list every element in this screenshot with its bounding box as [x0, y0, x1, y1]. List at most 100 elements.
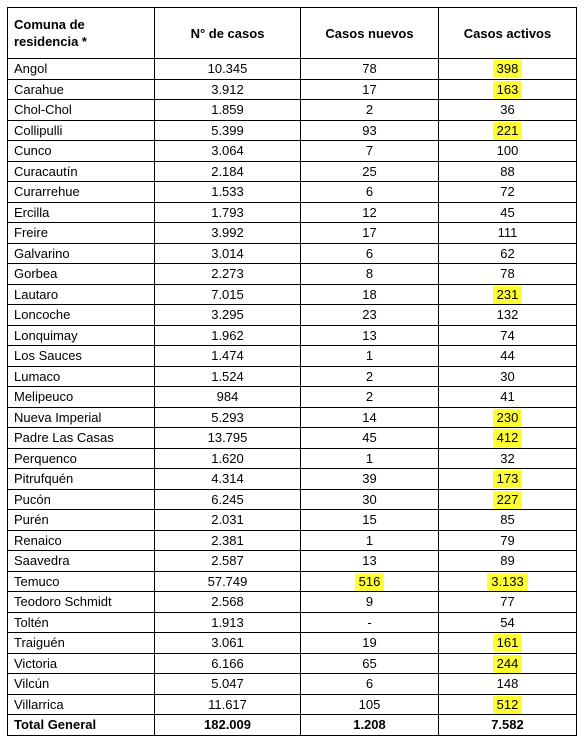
cell-nuevos-text: 1 [365, 450, 374, 466]
cell-nuevos-text: 12 [362, 204, 377, 220]
cell-casos-text: 1.859 [211, 102, 244, 117]
cell-casos-text: 984 [216, 389, 239, 404]
cell-comuna: Toltén [7, 611, 155, 633]
cell-casos-text: 2.568 [211, 594, 244, 609]
cell-comuna-text: Freire [14, 225, 48, 240]
cell-nuevos-text: 93 [362, 122, 377, 138]
cell-comuna-text: Ercilla [14, 204, 50, 220]
cell-nuevos: 12 [300, 201, 439, 223]
cell-activos: 78 [438, 263, 577, 285]
table-row: Freire 3.992 17 111 [7, 222, 577, 244]
table-row: Villarrica 11.617 105 512 [7, 693, 577, 715]
cell-nuevos: 13 [300, 324, 439, 346]
cell-activos-text: 32 [500, 450, 515, 466]
cell-casos-text: 4.314 [211, 471, 244, 486]
cell-casos: 2.273 [154, 263, 301, 285]
cell-activos: 36 [438, 99, 577, 121]
cell-nuevos: 516 [300, 570, 439, 592]
cell-activos: 32 [438, 447, 577, 469]
table-row: Saavedra 2.587 13 89 [7, 550, 577, 572]
header-row: Comuna de residencia * N° de casos Casos… [7, 7, 577, 59]
cell-activos: 111 [438, 222, 577, 244]
cell-comuna-text: Curacautín [14, 163, 78, 179]
cell-comuna: Lumaco [7, 365, 155, 387]
cell-casos-text: 3.061 [211, 635, 244, 650]
cell-nuevos-text: 1 [365, 532, 374, 548]
header-nuevos: Casos nuevos [300, 7, 439, 59]
table-body: Angol 10.345 78 398 Carahue 3.912 17 163 Chol-Ch… [7, 58, 577, 736]
table-row: Temuco 57.749 516 3.133 [7, 570, 577, 592]
cell-activos: 77 [438, 591, 577, 613]
cell-nuevos: 39 [300, 468, 439, 490]
cell-nuevos-text: 18 [362, 286, 377, 302]
cell-casos: 2.381 [154, 529, 301, 551]
table-row: Curacautín 2.184 25 88 [7, 160, 577, 182]
cell-comuna-text: Toltén [14, 614, 49, 630]
table-row: Curarrehue 1.533 6 72 [7, 181, 577, 203]
cell-nuevos: 14 [300, 406, 439, 428]
cell-activos-text: 79 [500, 532, 515, 548]
cell-nuevos-text: - [367, 614, 372, 630]
cell-casos: 1.524 [154, 365, 301, 387]
table-row: Ercilla 1.793 12 45 [7, 201, 577, 223]
cell-activos: 88 [438, 160, 577, 182]
cell-comuna-text: Teodoro Schmidt [14, 594, 112, 609]
cell-nuevos: 25 [300, 160, 439, 182]
cell-activos: 72 [438, 181, 577, 203]
cell-activos: 44 [438, 345, 577, 367]
cell-nuevos-text: 19 [362, 635, 377, 650]
cell-comuna-text: Villarrica [14, 696, 64, 712]
cell-nuevos-text: 30 [362, 491, 377, 507]
table-row: Pucón 6.245 30 227 [7, 488, 577, 510]
cell-activos: 62 [438, 242, 577, 264]
cell-nuevos: 15 [300, 509, 439, 531]
cell-casos: 5.399 [154, 119, 301, 141]
cell-casos: 3.992 [154, 222, 301, 244]
cell-comuna-text: Nueva Imperial [14, 409, 102, 425]
cell-comuna: Traiguén [7, 632, 155, 654]
cell-comuna-text: Angol [14, 61, 48, 76]
cell-comuna: Padre Las Casas [7, 427, 155, 449]
cell-casos: 1.474 [154, 345, 301, 367]
cell-comuna: Loncoche [7, 304, 155, 326]
table-row: Nueva Imperial 5.293 14 230 [7, 406, 577, 428]
cell-casos: 4.314 [154, 468, 301, 490]
header-comuna-line2: residencia * [14, 34, 87, 49]
cell-nuevos-text: 105 [358, 696, 381, 712]
cell-nuevos-text: 2 [365, 389, 374, 404]
cell-activos: 30 [438, 365, 577, 387]
cell-nuevos-text: 516 [354, 572, 385, 591]
cell-activos-text: 88 [500, 163, 515, 179]
cell-casos-text: 3.912 [211, 81, 244, 97]
cell-nuevos: 13 [300, 550, 439, 572]
cell-comuna-text: Saavedra [14, 553, 70, 568]
cell-comuna: Curacautín [7, 160, 155, 182]
cell-casos-text: 6.166 [211, 655, 244, 671]
cell-comuna-text: Traiguén [14, 635, 65, 650]
cell-comuna: Villarrica [7, 693, 155, 715]
cell-comuna-text: Loncoche [14, 307, 71, 322]
cell-casos: 6.245 [154, 488, 301, 510]
cell-nuevos-text: 17 [362, 225, 377, 240]
cell-comuna-text: Melipeuco [14, 389, 74, 404]
header-comuna-line1: Comuna de [14, 17, 85, 32]
cell-comuna: Perquenco [7, 447, 155, 469]
cell-casos: 57.749 [154, 570, 301, 592]
cell-casos: 2.184 [154, 160, 301, 182]
cell-activos-text: 230 [492, 408, 523, 427]
cell-activos-text: 173 [492, 470, 523, 488]
cell-activos-text: 36 [500, 102, 515, 117]
table-row: Traiguén 3.061 19 161 [7, 632, 577, 654]
cell-activos: 173 [438, 468, 577, 490]
cell-activos-text: 398 [492, 60, 523, 78]
cell-comuna-text: Perquenco [14, 450, 77, 466]
cell-casos-text: 2.184 [211, 163, 244, 179]
cell-casos-text: 2.587 [211, 553, 244, 568]
cell-nuevos: 6 [300, 181, 439, 203]
cell-casos: 2.568 [154, 591, 301, 613]
cell-comuna-text: Vilcún [14, 676, 50, 691]
cell-comuna: Purén [7, 509, 155, 531]
cell-comuna-text: Curarrehue [14, 184, 80, 199]
cell-comuna: Saavedra [7, 550, 155, 572]
cell-activos-text: 54 [500, 614, 515, 630]
